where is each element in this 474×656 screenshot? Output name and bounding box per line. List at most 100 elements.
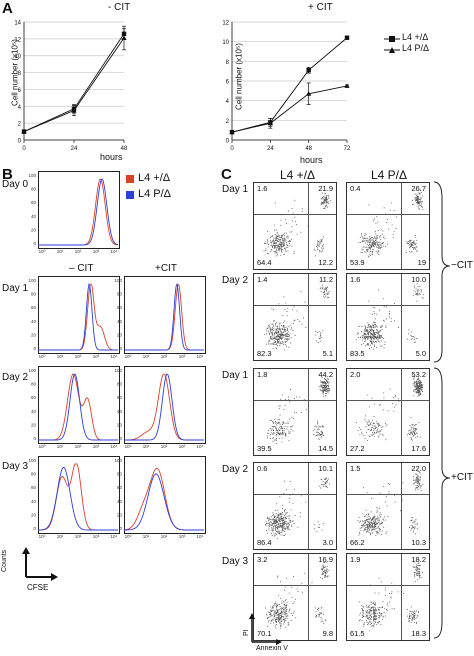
dot-scatter (264, 562, 330, 629)
hist-y-tick: 40 (117, 319, 123, 324)
hist-y-tick: 60 (31, 200, 37, 205)
data-point-triangle (21, 128, 27, 134)
hist-x-tick: 10³ (93, 534, 100, 539)
quadrant-value-ll: 70.1 (257, 629, 272, 638)
quadrant-value-ur: 10.1 (318, 464, 333, 473)
quadrant-gate-vertical (308, 274, 309, 360)
histogram-curve-blue (38, 373, 118, 441)
y-tick-label: 0 (226, 139, 230, 145)
quadrant-value-ur: 26.7 (411, 184, 426, 193)
hist-y-tick: 40 (117, 499, 123, 504)
y-tick-label: 14 (14, 21, 21, 27)
hist-y-tick: 60 (31, 395, 37, 400)
legend-marker-triangle (384, 47, 400, 53)
hist-y-tick: 40 (31, 409, 37, 414)
hist-y-tick: 80 (31, 187, 37, 192)
data-point-square (306, 67, 311, 73)
data-point-triangle (71, 107, 77, 113)
quadrant-value-ll: 27.2 (350, 444, 365, 453)
dot-plot: 2.0 53.2 27.2 17.6 (346, 368, 430, 456)
panel-letter-a: A (2, 0, 13, 17)
hist-y-tick: 0 (33, 526, 36, 531)
legend-swatch-blue (126, 191, 134, 199)
y-tick-label: 2 (18, 122, 22, 128)
hist-x-tick: 10² (75, 354, 82, 359)
y-tick-label: 4 (226, 99, 230, 105)
quadrant-value-ul: 1.5 (350, 464, 361, 473)
hist-x-tick: 10⁰ (125, 354, 132, 359)
quadrant-value-ll: 83.5 (350, 349, 365, 358)
dot-plot: 1.6 21.9 64.4 12.2 (253, 182, 337, 270)
hist-x-tick: 10⁰ (39, 354, 46, 359)
quadrant-value-ul: 0.4 (350, 184, 361, 193)
hist-x-tick: 10⁰ (39, 249, 46, 254)
flow-axis-arrows (22, 547, 58, 581)
hist-y-tick: 60 (31, 305, 37, 310)
dot-scatter (265, 477, 330, 540)
hist-x-tick: 10³ (93, 444, 100, 449)
dot-plot: 1.5 22.0 66.2 10.3 (346, 462, 430, 550)
dot-axis-y-label: PI (243, 629, 250, 636)
quadrant-gate-horizontal (347, 214, 429, 215)
quadrant-gate-horizontal (254, 494, 336, 495)
dot-plot: 0.6 10.1 86.4 3.0 (253, 462, 337, 550)
hist-x-tick: 10⁰ (39, 534, 46, 539)
quadrant-value-ul: 2.0 (350, 370, 361, 379)
histogram-curve-red (38, 283, 118, 351)
hist-x-tick: 10¹ (143, 534, 150, 539)
hist-y-tick: 20 (31, 332, 37, 337)
quadrant-gate-horizontal (254, 585, 336, 586)
hist-y-tick: 20 (31, 227, 37, 232)
hist-y-tick: 0 (119, 346, 122, 351)
hist-x-tick: 10³ (179, 354, 186, 359)
quadrant-value-lr: 19 (417, 258, 426, 267)
histogram-curve-blue (124, 373, 204, 441)
hist-x-tick: 10⁴ (111, 444, 118, 449)
hist-y-tick: 20 (117, 512, 123, 517)
quadrant-value-ur: 10.0 (411, 275, 426, 284)
quadrant-gate-vertical (308, 369, 309, 455)
flow-row-label: Day 1 (2, 283, 29, 294)
quadrant-gate-vertical (401, 369, 402, 455)
quadrant-value-lr: 5.1 (322, 349, 333, 358)
hist-y-tick: 100 (28, 278, 36, 283)
flow-row-label: Day 0 (2, 179, 29, 190)
dot-row-label: Day 3 (222, 556, 249, 567)
quadrant-gate-horizontal (347, 585, 429, 586)
hist-y-tick: 80 (117, 472, 123, 477)
histogram-curve-red (124, 467, 204, 531)
dot-plot: 1.6 10.0 83.5 5.0 (346, 273, 430, 361)
dot-scatter (358, 561, 423, 632)
flow-col-title-minus: – CIT (69, 263, 94, 274)
group-braces (433, 181, 451, 639)
dot-axis-x-label: Annexin V (256, 645, 288, 652)
hist-x-tick: 10³ (179, 534, 186, 539)
hist-y-tick: 20 (31, 512, 37, 517)
hist-x-tick: 10² (161, 534, 168, 539)
quadrant-value-ul: 1.4 (257, 275, 268, 284)
quadrant-gate-vertical (401, 274, 402, 360)
hist-x-tick: 10¹ (57, 354, 64, 359)
histogram-curve-red (38, 178, 119, 246)
hist-y-tick: 20 (31, 422, 37, 427)
y-tick-label: 0 (18, 139, 22, 145)
quadrant-value-ul: 1.8 (257, 370, 268, 379)
y-tick-label: 12 (222, 21, 229, 27)
histogram-curve-blue (38, 178, 119, 246)
hist-y-tick: 100 (28, 368, 36, 373)
quadrant-value-lr: 5.0 (415, 349, 426, 358)
y-tick-label: 10 (222, 40, 229, 46)
quadrant-value-lr: 10.3 (411, 538, 426, 547)
hist-y-tick: 100 (28, 458, 36, 463)
hist-x-tick: 10³ (93, 249, 100, 254)
quadrant-gate-vertical (401, 463, 402, 549)
dot-plot: 3.2 16.9 70.1 9.8 (253, 553, 337, 641)
data-point-triangle (229, 129, 235, 135)
quadrant-value-ll: 66.2 (350, 538, 365, 547)
data-point-triangle (344, 83, 350, 88)
hist-x-tick: 10⁴ (111, 534, 118, 539)
quadrant-value-ur: 18.2 (411, 555, 426, 564)
y-tick-label: 10 (14, 54, 21, 60)
hist-y-tick: 100 (28, 173, 36, 178)
quadrant-value-lr: 14.5 (318, 444, 333, 453)
